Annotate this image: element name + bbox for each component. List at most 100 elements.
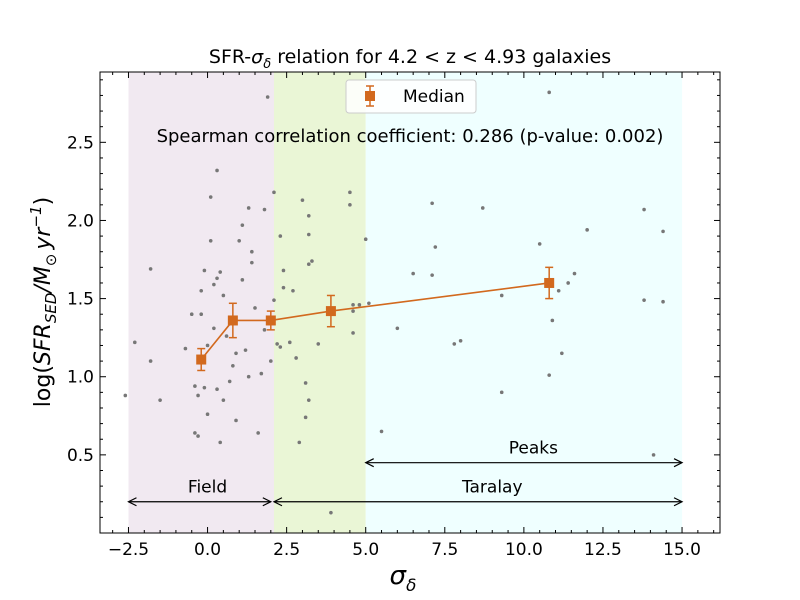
scatter-point (547, 373, 551, 377)
scatter-point (196, 434, 200, 438)
scatter-point (651, 453, 656, 457)
scatter-point (278, 345, 283, 349)
scatter-point (212, 326, 216, 331)
scatter-point (240, 223, 245, 227)
scatter-point (348, 190, 352, 195)
scatter-point (572, 271, 577, 276)
x-tick-label: 15.0 (663, 540, 701, 560)
arrow-taralay-head-right (673, 497, 684, 507)
scatter-point (272, 298, 276, 302)
median-point (227, 315, 238, 326)
scatter-point (132, 340, 137, 345)
scatter-point (297, 440, 302, 445)
scatter-point (212, 282, 216, 287)
scatter-point (148, 267, 153, 271)
scatter-point (224, 334, 229, 338)
median-point (325, 306, 336, 317)
plot-frame (99, 71, 721, 534)
scatter-point (499, 293, 504, 298)
scatter-point (351, 309, 355, 313)
scatter-point (278, 234, 283, 238)
range-arrows: Field Taralay Peaks (127, 438, 684, 507)
arrow-field-head-left (127, 497, 137, 507)
scatter-point (556, 288, 561, 293)
scatter-point (291, 288, 295, 293)
chart-title: SFR-σδ relation for 4.2 < z < 4.93 galax… (209, 46, 611, 72)
scatter-point (642, 207, 646, 212)
scatter-point (367, 301, 371, 306)
scatter-point (306, 232, 311, 237)
scatter-series (123, 90, 665, 515)
arrow-field-head-right (262, 497, 273, 507)
scatter-point (303, 415, 308, 420)
scatter-point (199, 312, 204, 317)
scatter-point (262, 328, 267, 332)
scatter-point (480, 206, 485, 210)
scatter-point (379, 429, 384, 434)
scatter-point (269, 359, 273, 363)
scatter-point (205, 412, 210, 417)
y-tick-label: 1.5 (67, 290, 94, 310)
scatter-point (199, 288, 204, 293)
scatter-point (250, 249, 254, 254)
scatter-point (215, 168, 219, 173)
scatter-point (287, 340, 292, 345)
scatter-point (259, 371, 264, 376)
scatter-point (227, 379, 232, 384)
x-axis-label: σδ (390, 561, 417, 596)
legend-label: Median (403, 87, 465, 107)
scatter-point (499, 390, 504, 395)
scatter-point (246, 374, 251, 379)
scatter-point (661, 299, 665, 304)
scatter-point (189, 312, 194, 317)
scatter-point (234, 351, 238, 356)
scatter-point (231, 363, 235, 368)
median-series (196, 266, 555, 372)
region-taralay-mid (273, 72, 366, 533)
y-tick-label: 2.5 (67, 133, 94, 153)
scatter-point (234, 418, 238, 423)
scatter-point (208, 238, 213, 243)
x-tick-label: −2.5 (108, 540, 149, 560)
scatter-point (452, 342, 457, 346)
y-tick-label: 0.5 (67, 446, 94, 466)
x-tick-label: 10.0 (505, 540, 543, 560)
scatter-point (196, 393, 200, 398)
scatter-point (237, 238, 241, 243)
scatter-point (148, 359, 153, 363)
scatter-point (363, 237, 368, 242)
y-tick-label: 2.0 (67, 211, 94, 231)
scatter-point (208, 195, 213, 199)
scatter-point (316, 342, 321, 346)
scatter-point (256, 431, 260, 435)
scatter-point (550, 318, 555, 323)
scatter-point (218, 440, 223, 445)
scatter-point (183, 346, 188, 351)
scatter-point (123, 393, 128, 398)
arrow-peaks-head-left (364, 458, 374, 468)
scatter-point (281, 285, 286, 290)
axis-ticks: −2.5 0.0 2.5 5.0 7.5 10.0 12.5 15.0 0.5 1.0 1.5 2.0… (67, 72, 720, 560)
legend: Median (345, 79, 477, 114)
scatter-point (537, 242, 542, 246)
scatter-point (395, 326, 400, 331)
scatter-point (250, 260, 254, 265)
scatter-point (585, 228, 589, 232)
scatter-point (329, 510, 333, 515)
scatter-point (433, 245, 438, 249)
scatter-point (430, 201, 434, 206)
scatter-point (458, 338, 463, 343)
scatter-point (357, 303, 362, 307)
median-point (544, 277, 555, 288)
scatter-point (272, 190, 276, 195)
scatter-point (351, 331, 355, 335)
background-regions (128, 72, 683, 533)
scatter-point (310, 259, 314, 263)
scatter-point (262, 207, 267, 212)
scatter-point (205, 343, 210, 348)
region-label-peaks: Peaks (509, 438, 558, 458)
scatter-point (193, 384, 197, 388)
region-field (128, 72, 274, 533)
spearman-annotation: Spearman correlation coefficient: 0.286 … (157, 126, 664, 147)
legend-box (345, 79, 477, 114)
